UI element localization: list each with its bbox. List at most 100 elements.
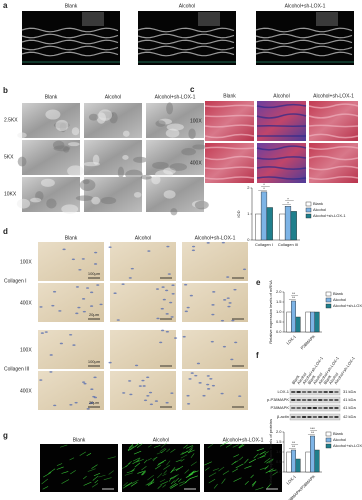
fluor-signal	[108, 470, 114, 475]
sem-texture	[71, 127, 80, 136]
row-label: 100X	[190, 118, 202, 124]
fluor-signal	[147, 458, 152, 461]
nucleus	[89, 305, 94, 307]
sem-texture	[155, 120, 166, 127]
fluor-signal	[180, 458, 185, 462]
lane-label: Blank	[291, 374, 301, 385]
fluor-signal	[156, 461, 164, 466]
sig-mark: *	[287, 196, 289, 201]
sem-texture	[61, 204, 79, 214]
ihc-image	[110, 242, 176, 281]
row-label: 10KX	[4, 191, 17, 197]
nucleus	[71, 258, 75, 261]
nucleus	[130, 267, 134, 270]
nucleus	[83, 382, 87, 385]
column-header: Alcohol+sh-LOX-1	[195, 235, 236, 241]
x-tick-label: P38MAPK	[299, 334, 316, 351]
sem-texture	[169, 163, 188, 171]
sem-texture	[75, 195, 94, 201]
nucleus	[186, 306, 190, 309]
nucleus	[39, 379, 43, 381]
nucleus	[226, 297, 230, 299]
blot-band	[318, 416, 323, 418]
fluor-signal	[253, 453, 259, 459]
sem-texture	[17, 156, 27, 167]
fluor-signal	[70, 470, 76, 475]
masson-texture	[204, 166, 255, 170]
bar	[255, 213, 262, 241]
blot-band	[291, 391, 296, 393]
fluor-signal	[137, 471, 144, 474]
bar	[284, 205, 292, 241]
sem-texture	[152, 161, 169, 170]
group-label: Collagen III	[4, 366, 29, 372]
row-label: 400X	[190, 160, 202, 166]
nucleus	[142, 385, 146, 387]
nucleus	[230, 358, 234, 361]
masson-texture	[308, 133, 359, 139]
fluor-signal	[178, 481, 185, 484]
fluor-signal	[43, 472, 52, 478]
nucleus	[58, 310, 62, 312]
nucleus	[156, 317, 160, 320]
blot-band	[323, 407, 328, 409]
column-header: Blank	[65, 235, 78, 241]
blot-band	[312, 391, 318, 393]
row-label: 2.5KX	[4, 117, 18, 123]
nucleus	[52, 290, 57, 293]
fluor-signal	[128, 444, 134, 449]
masson-texture	[308, 176, 359, 180]
y-tick-label: 0	[247, 237, 250, 242]
bar	[310, 311, 315, 333]
nucleus	[242, 268, 247, 271]
fluor-signal	[235, 463, 244, 469]
fluor-signal	[156, 451, 163, 455]
nucleus	[77, 306, 81, 309]
fluor-signal	[82, 475, 87, 480]
fluor-image	[204, 444, 282, 492]
sig-mark: *	[263, 182, 265, 187]
blot-band	[296, 399, 301, 401]
blot-band	[328, 407, 334, 409]
fluor-signal	[61, 471, 69, 474]
fluor-signal	[188, 446, 194, 451]
nucleus	[78, 268, 82, 271]
y-tick-label: 0.0	[276, 329, 282, 334]
legend-swatch	[325, 431, 332, 437]
nucleus	[75, 312, 79, 315]
sem-texture	[194, 200, 209, 210]
sig-mark: ***	[310, 426, 315, 431]
fluor-signal	[163, 470, 168, 474]
fluor-signal	[170, 483, 178, 489]
fluor-signal	[218, 466, 225, 472]
fluor-signal	[272, 471, 278, 476]
masson-texture	[256, 113, 307, 119]
fluor-signal	[79, 451, 86, 456]
masson-texture	[308, 103, 359, 109]
fluor-signal	[184, 477, 191, 484]
fluor-signal	[221, 478, 226, 484]
legend-label: Alcohol+sh-LOX-1	[333, 443, 362, 448]
column-header: Blank	[65, 3, 78, 9]
bar	[266, 207, 273, 241]
nucleus	[220, 392, 224, 395]
legend-label: Alcohol	[333, 437, 346, 442]
bar	[305, 451, 311, 473]
fluor-signal	[161, 442, 168, 448]
masson-texture	[204, 124, 255, 128]
blot-band	[291, 416, 296, 418]
nucleus	[39, 306, 43, 308]
sem-texture	[16, 198, 31, 209]
nucleus	[222, 345, 227, 348]
fluor-signal	[128, 460, 132, 465]
nucleus	[81, 298, 86, 300]
nucleus	[165, 401, 169, 404]
nucleus	[160, 329, 165, 332]
bar	[291, 449, 296, 473]
sem-texture	[17, 132, 27, 139]
fluor-signal	[255, 487, 264, 491]
y-tick-label: 1.0	[276, 309, 282, 314]
nucleus	[196, 362, 201, 365]
y-tick-label: 1	[247, 211, 250, 216]
blot-band	[301, 407, 307, 409]
